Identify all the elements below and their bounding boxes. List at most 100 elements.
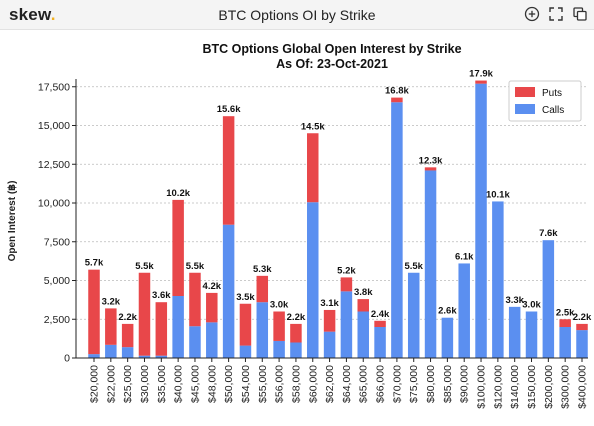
x-tick-label: $85,000 (442, 365, 454, 403)
x-tick-label: $65,000 (358, 365, 370, 403)
total-label: 5.5k (404, 261, 423, 272)
logo-text: skew (9, 5, 51, 24)
legend-calls-label: Calls (542, 105, 564, 116)
fullscreen-icon[interactable] (548, 6, 564, 22)
y-axis-label: Open Interest (฿) (7, 181, 18, 262)
bar-calls (256, 302, 269, 358)
x-tick-label: $55,000 (257, 365, 269, 403)
bar-puts (391, 97, 403, 103)
bar-calls (559, 327, 571, 358)
total-label: 3.3k (505, 295, 524, 306)
total-label: 3.1k (320, 298, 339, 309)
x-tick-label: $58,000 (290, 365, 302, 403)
x-tick-label: $45,000 (189, 365, 201, 403)
x-tick-label: $40,000 (173, 365, 185, 403)
bar-calls (307, 202, 319, 358)
bar-calls (290, 342, 302, 358)
window-title: BTC Options OI by Strike (218, 7, 376, 23)
zoom-in-icon[interactable] (524, 6, 540, 22)
x-tick-label: $70,000 (391, 365, 403, 403)
x-tick-label: $62,000 (324, 365, 336, 403)
bar-calls (458, 263, 470, 358)
bar-calls (508, 306, 521, 358)
x-tick-label: $75,000 (408, 365, 420, 403)
legend: Puts Calls (508, 80, 582, 122)
x-tick-label: $90,000 (459, 365, 471, 403)
bar-calls (576, 330, 588, 358)
bar-calls (138, 355, 151, 358)
bar-puts (88, 269, 100, 355)
y-tick-label: 17,500 (38, 81, 70, 93)
total-label: 2.4k (371, 309, 390, 320)
total-label: 10.2k (166, 188, 190, 199)
bar-calls (189, 326, 201, 358)
bar-calls (222, 224, 235, 358)
x-tick-label: $140,000 (509, 365, 521, 409)
x-tick-label: $66,000 (375, 365, 387, 403)
top-bar: skew. BTC Options OI by Strike (0, 0, 594, 30)
total-label: 5.7k (85, 258, 104, 269)
bar-calls (323, 331, 336, 358)
bar-calls (492, 201, 504, 358)
bar-calls (424, 170, 437, 358)
bar-calls (88, 354, 100, 358)
total-label: 2.2k (573, 312, 592, 323)
y-tick-label: 10,000 (38, 198, 70, 210)
y-axis-ticks: 0 2,500 5,000 7,500 10,000 12,500 15,000 17,500 (38, 81, 76, 365)
legend-puts-label: Puts (542, 88, 562, 99)
bar-puts (189, 272, 201, 327)
bar-calls (155, 355, 168, 358)
x-tick-label: $25,000 (122, 365, 134, 403)
oi-by-strike-chart: BTC Options Global Open Interest by Stri… (7, 42, 592, 409)
total-label: 12.3k (419, 155, 443, 166)
x-tick-label: $64,000 (341, 365, 353, 403)
bar-puts (374, 320, 386, 327)
bar-calls (374, 327, 386, 358)
bar-calls (239, 345, 252, 358)
total-label: 5.5k (186, 261, 205, 272)
x-tick-label: $35,000 (156, 365, 168, 403)
total-label: 3.8k (354, 287, 373, 298)
copy-icon[interactable] (572, 6, 588, 22)
bar-calls (273, 340, 285, 358)
bar-puts (357, 299, 369, 312)
chart-title: BTC Options Global Open Interest by Stri… (202, 42, 461, 56)
x-tick-label: $22,000 (105, 365, 117, 403)
x-tick-label: $200,000 (543, 365, 555, 409)
x-tick-label: $20,000 (89, 365, 101, 403)
bar-puts (172, 199, 184, 296)
x-tick-label: $54,000 (240, 365, 252, 403)
total-label: 3.5k (236, 292, 255, 303)
total-labels: 5.7k 3.2k 2.2k 5.5k 3.6k 10.2k 5.5k 4.2k 15.6k 3.… (85, 69, 592, 323)
x-axis-ticks: $20,000 $22,000 $25,000 $30,000 $35,000 $40,0… (89, 358, 589, 409)
bar-calls (475, 83, 487, 359)
total-label: 16.8k (385, 86, 409, 97)
total-label: 3.2k (102, 296, 121, 307)
x-tick-label: $50,000 (223, 365, 235, 403)
total-label: 3.0k (522, 300, 541, 311)
bar-puts (424, 167, 437, 171)
legend-calls-swatch (515, 104, 535, 114)
legend-puts-swatch (515, 87, 535, 97)
bar-puts (273, 311, 285, 341)
bar-puts (239, 303, 252, 346)
x-tick-label: $120,000 (492, 365, 504, 409)
bar-puts (340, 277, 353, 292)
y-tick-label: 2,500 (44, 314, 70, 326)
total-label: 10.1k (486, 189, 510, 200)
bar-puts (206, 292, 218, 323)
x-tick-label: $150,000 (526, 365, 538, 409)
y-tick-label: 7,500 (44, 236, 70, 248)
y-tick-label: 5,000 (44, 275, 70, 287)
y-tick-label: 15,000 (38, 120, 70, 132)
bar-puts (105, 308, 117, 345)
total-label: 5.5k (135, 261, 154, 272)
toolbar-icons (524, 6, 588, 22)
total-label: 2.6k (438, 306, 457, 317)
bar-calls (407, 272, 420, 358)
x-tick-label: $48,000 (206, 365, 218, 403)
bar-puts (121, 323, 134, 348)
skew-logo[interactable]: skew. (9, 5, 56, 25)
bar-calls (357, 311, 369, 358)
total-label: 2.5k (556, 307, 575, 318)
